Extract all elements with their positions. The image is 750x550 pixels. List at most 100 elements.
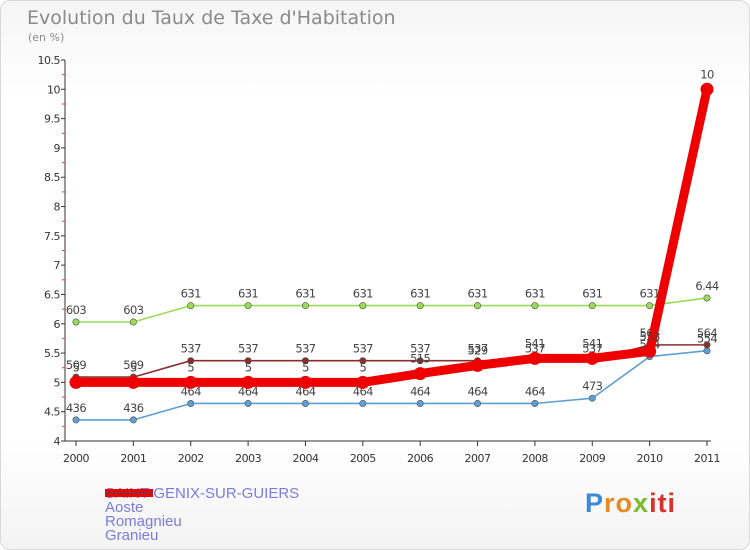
y-tick-label: 8.5	[44, 171, 60, 184]
y-tick-label: 9.5	[44, 113, 60, 126]
x-tick-label: 2000	[63, 452, 89, 465]
data-label-granieu: 509	[66, 358, 86, 372]
data-point-granieu	[416, 357, 424, 365]
data-point-aoste	[474, 399, 482, 407]
legend-label: Granieu	[105, 526, 159, 544]
data-label-aoste: 464	[295, 384, 315, 398]
data-point-saint-genix-sur-guiers	[356, 375, 370, 389]
data-label-saint-genix-sur-guiers: 541	[525, 336, 545, 350]
data-label-romagnieu: 631	[353, 287, 373, 301]
data-label-saint-genix-sur-guiers: 10	[700, 67, 714, 81]
data-label-granieu: 537	[525, 342, 545, 356]
data-label-granieu: 564	[697, 326, 717, 340]
data-label-saint-genix-sur-guiers: 515	[410, 352, 430, 366]
y-tick-label: 10	[47, 83, 60, 96]
data-label-aoste: 436	[123, 401, 143, 415]
x-tick-label: 2005	[350, 452, 376, 465]
data-point-aoste	[187, 399, 195, 407]
data-point-saint-genix-sur-guiers	[69, 375, 83, 389]
legend-label: Romagnieu	[105, 512, 182, 530]
data-point-saint-genix-sur-guiers	[643, 344, 657, 358]
x-tick-label: 2002	[178, 452, 204, 465]
data-point-romagnieu	[129, 318, 137, 326]
data-point-romagnieu	[416, 302, 424, 310]
data-point-granieu	[244, 357, 252, 365]
data-point-romagnieu	[531, 302, 539, 310]
x-tick-label: 2011	[694, 452, 720, 465]
data-label-granieu: 537	[582, 342, 602, 356]
series-line-romagnieu	[75, 297, 708, 323]
data-label-saint-genix-sur-guiers: 529	[467, 343, 487, 357]
data-point-aoste	[72, 416, 80, 424]
x-tick-label: 2001	[120, 452, 146, 465]
x-tick-label: 2007	[465, 452, 491, 465]
data-label-romagnieu: 631	[640, 287, 660, 301]
data-label-romagnieu: 631	[582, 287, 602, 301]
data-label-granieu: 537	[467, 342, 487, 356]
data-label-aoste: 464	[410, 384, 430, 398]
data-label-romagnieu: 631	[181, 287, 201, 301]
data-point-saint-genix-sur-guiers	[700, 82, 714, 96]
data-label-granieu: 537	[295, 342, 315, 356]
series-line-aoste	[75, 349, 708, 421]
data-point-saint-genix-sur-guiers	[184, 375, 198, 389]
data-label-romagnieu: 631	[238, 287, 258, 301]
proxiti-logo: Proxiti	[585, 488, 677, 518]
data-label-saint-genix-sur-guiers: 5	[187, 360, 194, 374]
data-label-saint-genix-sur-guiers: 541	[582, 336, 602, 350]
data-label-granieu: 537	[410, 342, 430, 356]
data-label-aoste: 464	[353, 384, 373, 398]
data-label-romagnieu: 603	[66, 303, 86, 317]
data-point-aoste	[244, 399, 252, 407]
data-label-aoste: 436	[66, 401, 86, 415]
series-line-saint-genix-sur-guiers	[71, 84, 712, 387]
data-point-romagnieu	[72, 318, 80, 326]
data-label-granieu: 537	[181, 342, 201, 356]
data-point-romagnieu	[646, 302, 654, 310]
data-point-granieu	[187, 357, 195, 365]
data-label-granieu: 537	[238, 342, 258, 356]
data-point-romagnieu	[187, 302, 195, 310]
data-point-granieu	[301, 357, 309, 365]
x-tick-label: 2006	[407, 452, 433, 465]
data-label-romagnieu: 603	[123, 303, 143, 317]
x-tick-label: 2004	[292, 452, 318, 465]
y-tick-label: 9	[54, 142, 61, 155]
data-label-romagnieu: 631	[525, 287, 545, 301]
chart-subtitle: (en %)	[28, 31, 65, 44]
data-label-aoste: 464	[467, 384, 487, 398]
legend-swatch-granieu	[105, 492, 153, 494]
data-point-romagnieu	[244, 302, 252, 310]
data-label-saint-genix-sur-guiers: 5	[73, 360, 80, 374]
data-point-saint-genix-sur-guiers	[298, 375, 312, 389]
y-tick-label: 6	[54, 318, 61, 331]
data-label-aoste: 473	[582, 379, 602, 393]
data-label-romagnieu: 631	[295, 287, 315, 301]
data-label-aoste: 464	[238, 384, 258, 398]
data-label-saint-genix-sur-guiers: 5	[359, 360, 366, 374]
data-point-saint-genix-sur-guiers	[413, 367, 427, 381]
data-label-granieu: 509	[123, 358, 143, 372]
data-point-romagnieu	[301, 302, 309, 310]
y-tick-label: 8	[54, 201, 61, 214]
x-tick-label: 2008	[522, 452, 548, 465]
data-point-aoste	[531, 399, 539, 407]
data-label-saint-genix-sur-guiers: 5	[245, 360, 252, 374]
data-point-romagnieu	[588, 302, 596, 310]
y-tick-label: 7	[54, 259, 61, 272]
data-point-saint-genix-sur-guiers	[126, 375, 140, 389]
data-point-aoste	[703, 347, 711, 355]
y-tick-label: 4.5	[44, 406, 60, 419]
data-label-romagnieu: 631	[467, 287, 487, 301]
data-point-granieu	[703, 341, 711, 349]
data-label-aoste: 464	[181, 384, 201, 398]
legend-label: Aoste	[105, 498, 144, 516]
legend-item: Granieu	[105, 492, 299, 544]
x-tick-label: 2010	[637, 452, 663, 465]
x-tick-label: 2003	[235, 452, 261, 465]
series-line-granieu	[75, 344, 708, 378]
data-label-romagnieu: 631	[410, 287, 430, 301]
data-label-saint-genix-sur-guiers: 5	[130, 360, 137, 374]
data-point-aoste	[416, 399, 424, 407]
